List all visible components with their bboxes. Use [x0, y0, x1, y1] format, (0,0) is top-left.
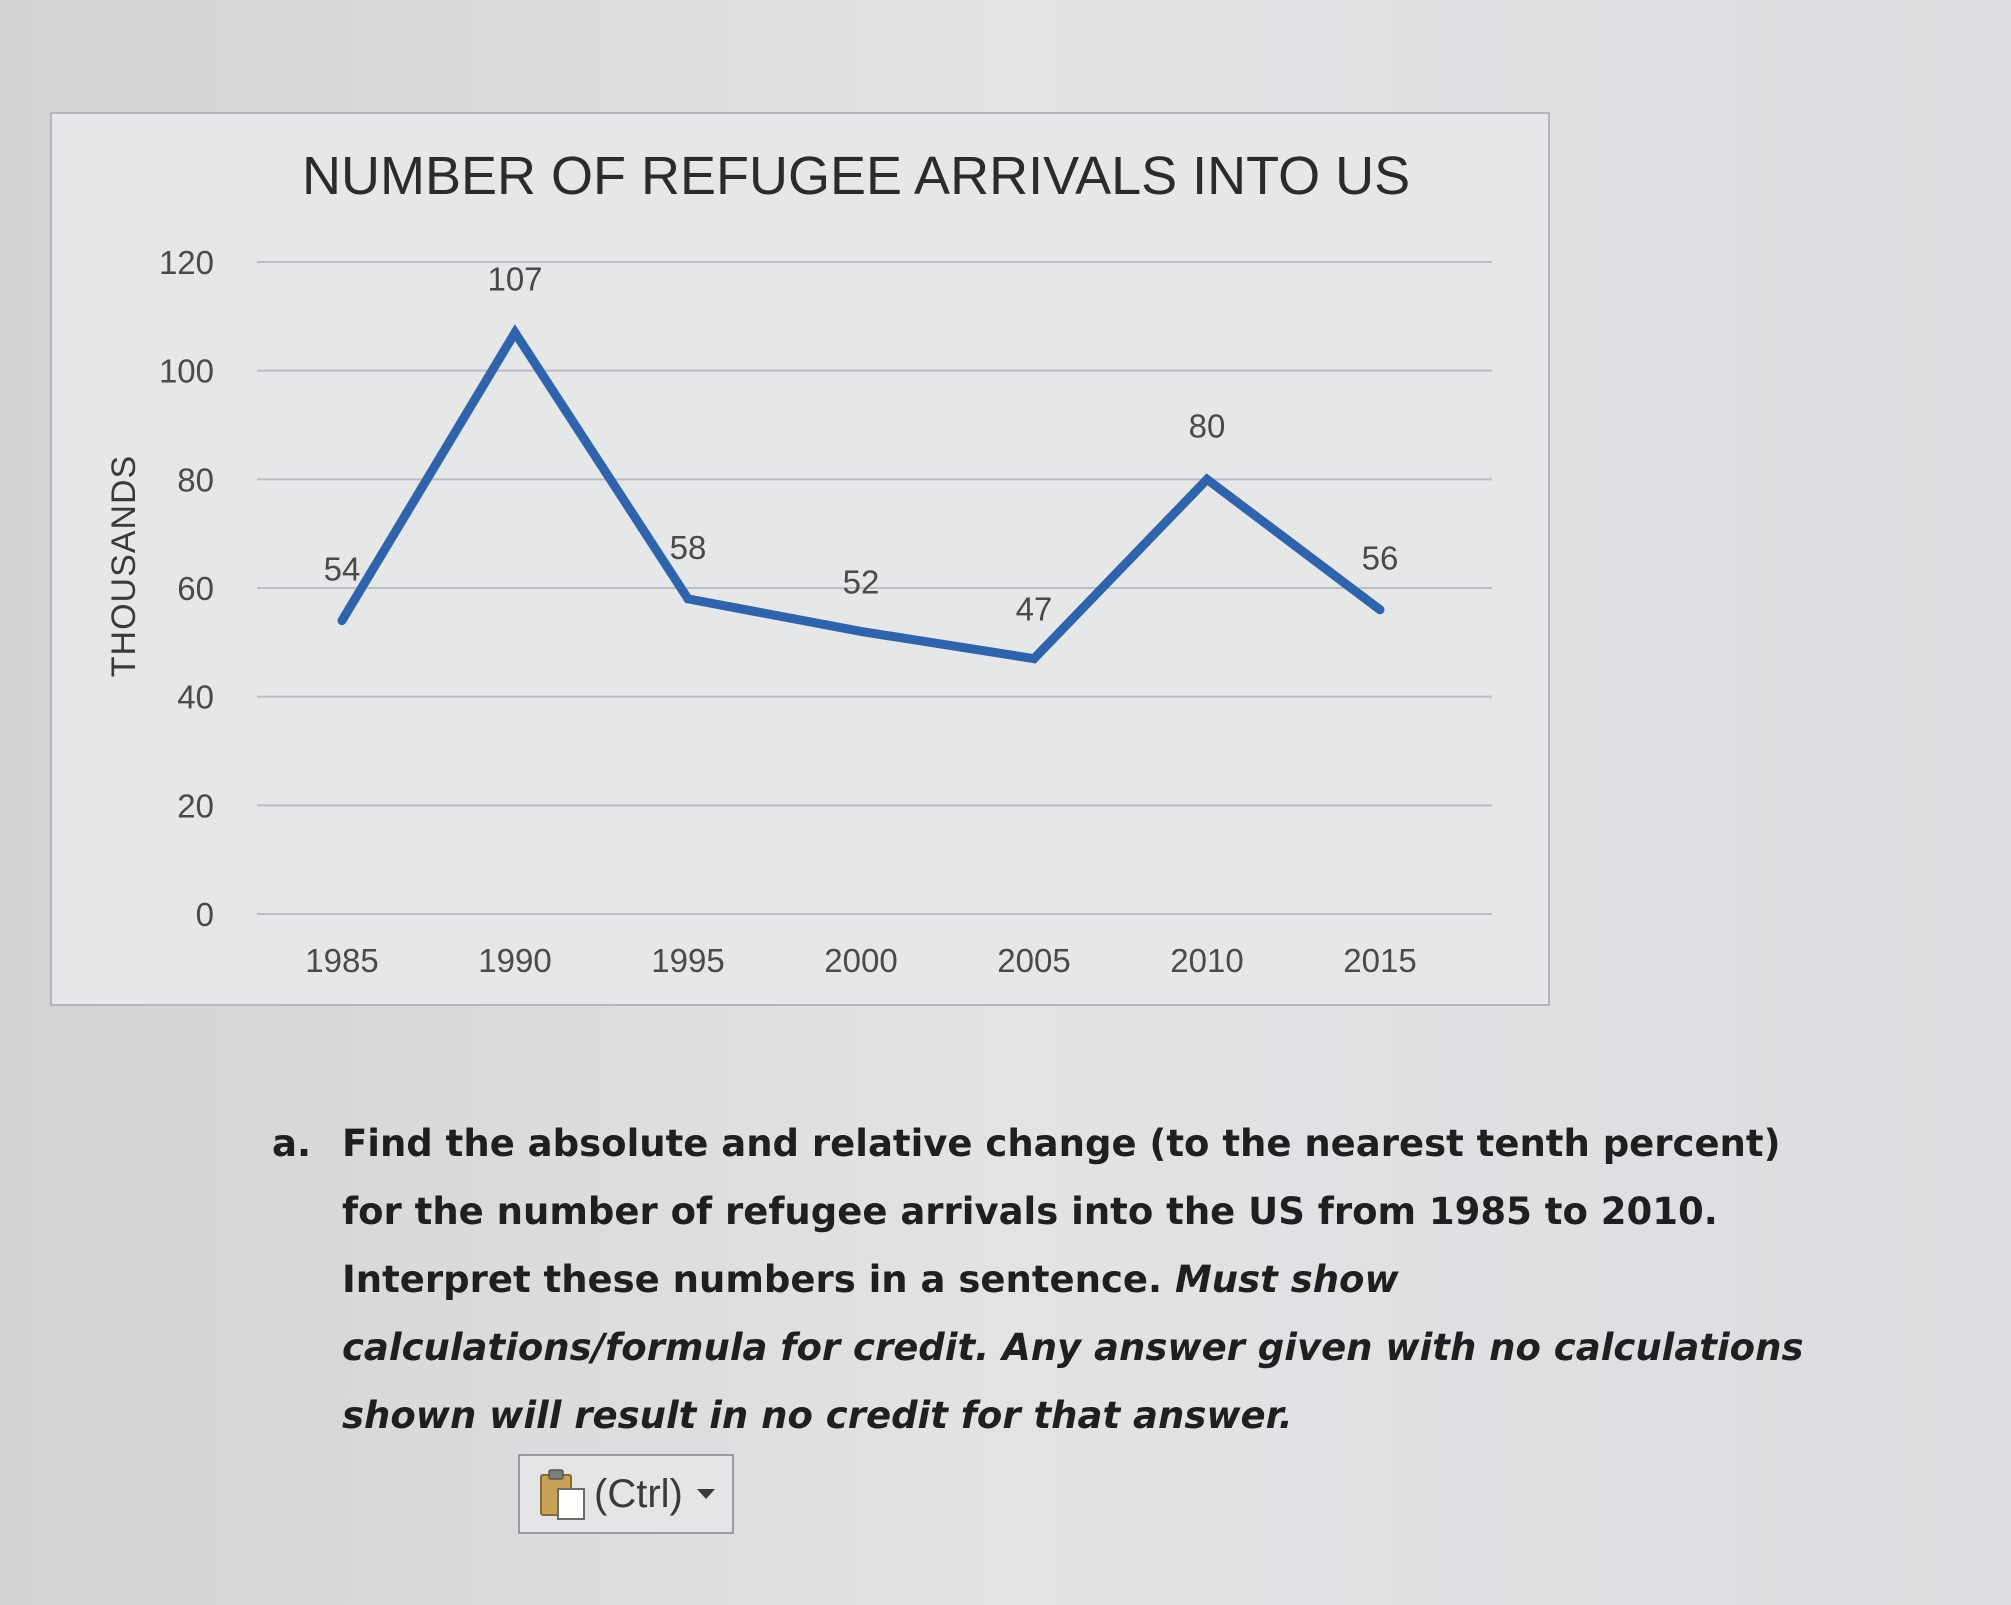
data-label: 52 — [843, 563, 880, 600]
x-tick-label: 2015 — [1343, 942, 1416, 979]
data-point — [513, 330, 517, 335]
question-marker: a. — [272, 1122, 312, 1165]
y-tick-label: 100 — [159, 353, 214, 390]
chart-title: NUMBER OF REFUGEE ARRIVALS INTO US — [302, 146, 1410, 206]
data-point — [859, 629, 863, 634]
data-label: 54 — [324, 551, 361, 588]
data-label: 47 — [1016, 591, 1053, 628]
data-label: 56 — [1362, 540, 1399, 577]
y-tick-label: 0 — [196, 896, 214, 933]
y-tick-label: 80 — [177, 461, 214, 498]
y-tick-label: 120 — [159, 244, 214, 281]
paste-options-label: (Ctrl) — [594, 1471, 683, 1516]
data-point — [1378, 607, 1382, 612]
question-emphasis: Must show calculations/formula for credi… — [342, 1258, 1804, 1437]
data-point — [1205, 477, 1209, 482]
data-label: 80 — [1189, 407, 1226, 444]
line-chart: NUMBER OF REFUGEE ARRIVALS INTO US THOUS… — [105, 146, 1492, 979]
caret-down-icon — [696, 1489, 715, 1499]
y-tick-label: 40 — [177, 679, 214, 716]
data-label: 58 — [670, 529, 707, 566]
data-point — [686, 596, 690, 601]
question-block: a. Find the absolute and relative change… — [272, 1110, 1812, 1450]
y-tick-label: 60 — [177, 570, 214, 607]
data-point — [340, 618, 344, 623]
data-point — [1032, 656, 1036, 661]
x-tick-label: 1990 — [478, 942, 551, 979]
x-tick-label: 2010 — [1170, 942, 1243, 979]
x-tick-label: 2000 — [824, 942, 897, 979]
y-axis-label: THOUSANDS — [105, 455, 143, 677]
question-text: Find the absolute and relative change (t… — [342, 1122, 1781, 1301]
chart-container: NUMBER OF REFUGEE ARRIVALS INTO US THOUS… — [50, 112, 1550, 1006]
x-tick-label: 1985 — [305, 942, 378, 979]
clipboard-icon — [540, 1469, 585, 1520]
paste-options-button[interactable]: (Ctrl) — [518, 1454, 734, 1534]
x-tick-label: 2005 — [997, 942, 1070, 979]
series-line — [337, 324, 1385, 664]
data-label: 107 — [487, 261, 542, 298]
y-tick-label: 20 — [177, 787, 214, 824]
x-tick-label: 1995 — [651, 942, 724, 979]
